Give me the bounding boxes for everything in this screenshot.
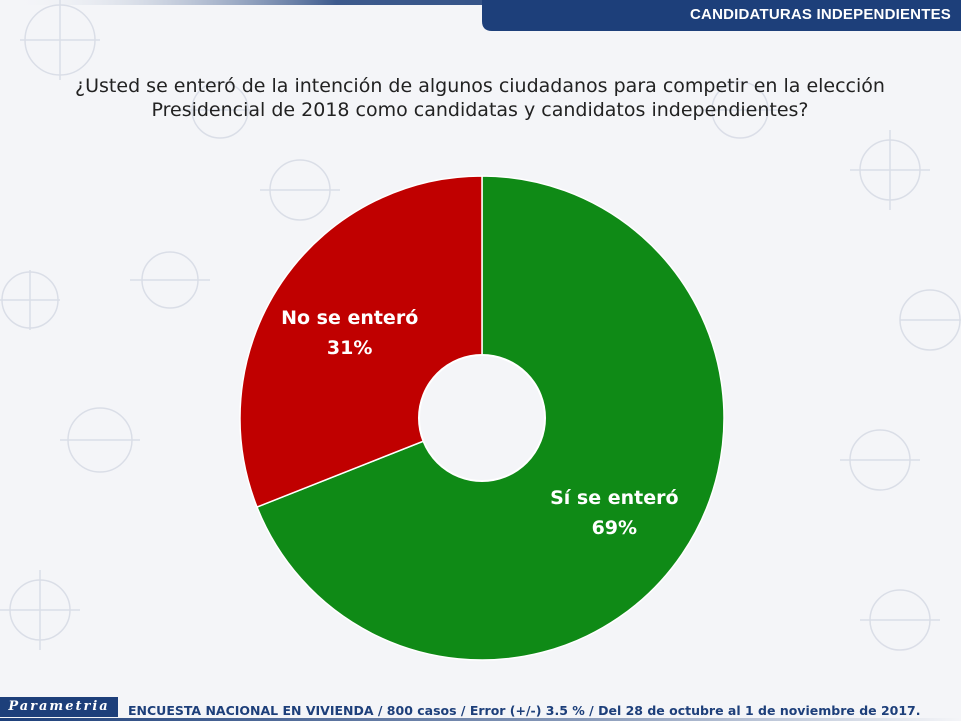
header-bar (0, 0, 961, 31)
header-title: CANDIDATURAS INDEPENDIENTES (690, 6, 951, 23)
slice-label: No se enteró (281, 307, 418, 329)
slice-value-label: 31% (327, 337, 372, 359)
parametria-logo: Parametria (0, 697, 118, 717)
question-text: ¿Usted se enteró de la intención de algu… (75, 75, 885, 121)
slice-value-label: 69% (592, 517, 637, 539)
footer-bar (0, 718, 961, 721)
footer-note: ENCUESTA NACIONAL EN VIVIENDA / 800 caso… (128, 703, 921, 718)
donut-hole (418, 354, 546, 482)
slice-label: Sí se enteró (550, 487, 678, 509)
